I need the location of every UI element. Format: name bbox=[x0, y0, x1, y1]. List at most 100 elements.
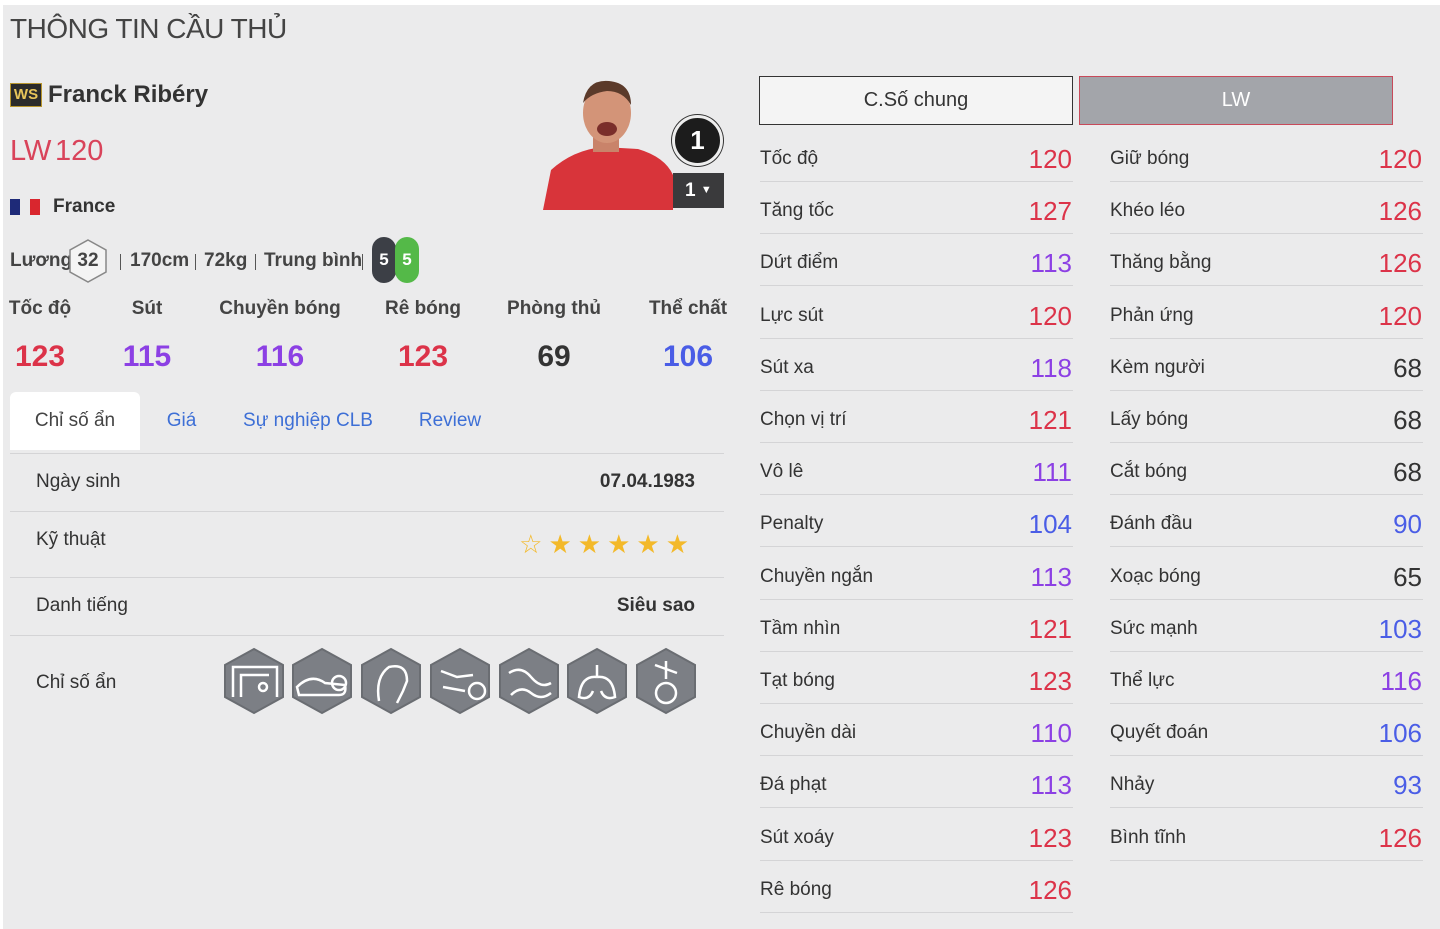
flag-white bbox=[20, 199, 30, 215]
stat-label: Tạt bóng bbox=[760, 670, 835, 691]
stat-divider bbox=[760, 546, 1073, 548]
salary-hex bbox=[69, 239, 107, 283]
star-filled: ★ bbox=[577, 529, 608, 559]
upgrade-select[interactable]: 1 ▼ bbox=[673, 173, 724, 208]
stat-divider bbox=[1110, 859, 1423, 861]
tab[interactable]: Sự nghiệp CLB bbox=[243, 410, 373, 431]
stat-value: 123 bbox=[1028, 822, 1072, 853]
stat-label: Vô lê bbox=[760, 461, 804, 483]
stat-label: Sút xa bbox=[760, 356, 814, 378]
stat-divider bbox=[760, 494, 1073, 496]
stat-label: Đánh đầu bbox=[1110, 513, 1193, 535]
separator bbox=[362, 254, 363, 270]
stat-tab[interactable]: LW bbox=[1079, 76, 1393, 125]
separator bbox=[255, 254, 256, 270]
stat-value: 120 bbox=[1378, 300, 1422, 331]
star-filled: ★ bbox=[548, 529, 578, 559]
stat-divider bbox=[760, 233, 1073, 235]
salary: 32 bbox=[77, 250, 99, 271]
stat-tab[interactable]: C.Số chung bbox=[759, 76, 1073, 125]
stat-divider bbox=[760, 807, 1073, 809]
salary-label: Lương bbox=[10, 250, 73, 271]
stat-divider bbox=[1110, 233, 1423, 235]
stat-value: 118 bbox=[1030, 352, 1072, 383]
trait-icons[interactable] bbox=[221, 647, 701, 717]
stat-value: 110 bbox=[1030, 718, 1072, 749]
stat-label: Tăng tốc bbox=[760, 200, 834, 222]
stat-value: 126 bbox=[1378, 822, 1422, 853]
stat-label: Phản ứng bbox=[1110, 304, 1194, 326]
summary-label: Phòng thủ bbox=[507, 298, 601, 319]
stat-label: Nhảy bbox=[1110, 774, 1155, 796]
stat-value: 121 bbox=[1028, 613, 1072, 644]
stat-divider bbox=[760, 703, 1073, 704]
strong-foot-shape bbox=[395, 237, 419, 283]
birth-value: 07.04.1983 bbox=[599, 471, 695, 492]
summary-label: Sút bbox=[131, 298, 163, 319]
stat-divider bbox=[1110, 703, 1423, 704]
stat-label: Khéo léo bbox=[1110, 200, 1186, 222]
stat-divider bbox=[760, 389, 1073, 391]
stat-divider bbox=[1110, 389, 1423, 391]
stat-label: Tốc độ bbox=[760, 148, 819, 169]
summary-label: Chuyền bóng bbox=[219, 298, 341, 319]
stat-value: 126 bbox=[1378, 196, 1422, 227]
stat-value: 111 bbox=[1032, 457, 1072, 488]
stat-value: 116 bbox=[1380, 666, 1422, 696]
star-filled: ★ bbox=[665, 529, 695, 559]
tab[interactable]: Chỉ số ẩn bbox=[10, 392, 140, 450]
player-name: Franck Ribéry bbox=[48, 81, 209, 108]
stat-divider bbox=[760, 755, 1073, 757]
stat-divider bbox=[760, 598, 1073, 600]
stat-value: 113 bbox=[1030, 248, 1072, 279]
fame-value: Siêu sao bbox=[616, 595, 695, 616]
summary-value: 123 bbox=[14, 340, 66, 373]
star-filled: ★ bbox=[607, 529, 637, 559]
stat-divider bbox=[760, 911, 1073, 913]
weak-foot: 5 bbox=[379, 250, 389, 269]
stat-label: Sức mạnh bbox=[1110, 617, 1198, 639]
summary-value: 116 bbox=[255, 340, 305, 373]
stat-value: 113 bbox=[1030, 770, 1072, 801]
traits-label: Chỉ số ẩn bbox=[36, 672, 117, 693]
stat-value: 126 bbox=[1378, 248, 1422, 279]
tab[interactable]: Review bbox=[418, 410, 482, 431]
star-filled: ★ bbox=[636, 529, 666, 559]
stat-label: Lấy bóng bbox=[1110, 409, 1189, 430]
stat-value: 106 bbox=[1378, 718, 1422, 749]
stat-divider bbox=[760, 650, 1073, 652]
stat-label: Kèm người bbox=[1110, 356, 1205, 378]
build: Trung bình bbox=[264, 250, 363, 271]
strong-foot: 5 bbox=[402, 250, 412, 269]
stat-value: 120 bbox=[1028, 300, 1072, 331]
season-badge: WS bbox=[10, 83, 42, 107]
nation: France bbox=[53, 196, 116, 217]
divider bbox=[10, 453, 724, 454]
stat-divider bbox=[1110, 807, 1423, 809]
level-badge: 1 bbox=[672, 115, 723, 166]
summary-value: 69 bbox=[537, 340, 571, 373]
birth-label: Ngày sinh bbox=[36, 471, 121, 492]
stat-label: Sút xoáy bbox=[760, 826, 834, 848]
stat-divider bbox=[1110, 442, 1423, 443]
flag-red bbox=[30, 199, 40, 215]
weight: 72kg bbox=[204, 250, 248, 271]
divider bbox=[10, 635, 724, 636]
stat-value: 113 bbox=[1030, 561, 1072, 592]
stat-label: Giữ bóng bbox=[1110, 148, 1190, 169]
tab[interactable]: Giá bbox=[166, 410, 197, 431]
stat-label: Chọn vị trí bbox=[760, 409, 847, 430]
upgrade-value: 1 bbox=[685, 180, 696, 201]
stat-label: Penalty bbox=[760, 513, 824, 535]
dropdown-caret: ▼ bbox=[700, 184, 712, 196]
stat-value: 120 bbox=[1028, 144, 1072, 174]
weak-foot-shape bbox=[372, 237, 396, 283]
stat-label: Thăng bằng bbox=[1110, 252, 1212, 274]
height: 170cm bbox=[130, 250, 190, 271]
stat-divider bbox=[760, 285, 1073, 287]
rating: 120 bbox=[55, 135, 104, 167]
stat-divider bbox=[1110, 181, 1423, 182]
stat-label: Tầm nhìn bbox=[760, 617, 841, 639]
stat-label: Chuyền dài bbox=[760, 722, 857, 744]
